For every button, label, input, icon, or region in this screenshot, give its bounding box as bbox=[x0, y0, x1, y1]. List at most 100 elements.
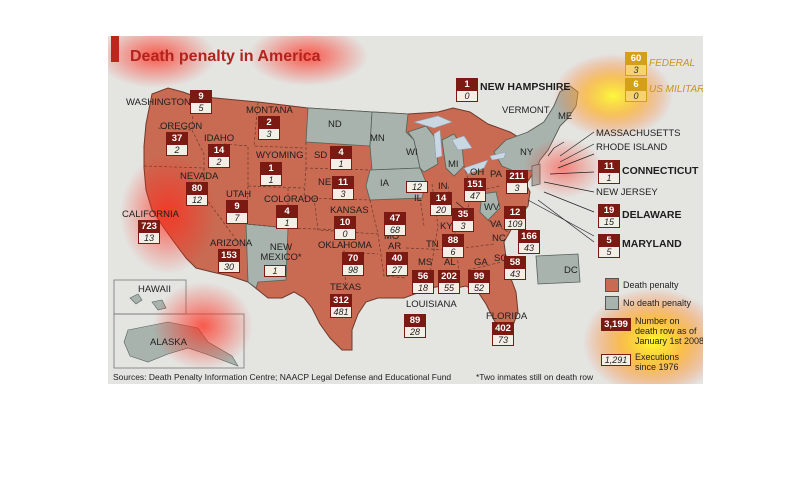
badge-sc: 58 43 bbox=[504, 256, 526, 280]
state-label-oh: OH bbox=[470, 167, 485, 178]
label-us-military: US MILITARY bbox=[649, 84, 703, 95]
badge-ca: 723 13 bbox=[138, 220, 160, 244]
state-label-me: ME bbox=[558, 111, 573, 122]
label-federal: FEDERAL bbox=[649, 58, 696, 69]
state-label-sd: SD bbox=[314, 150, 328, 161]
badge-ar: 40 27 bbox=[386, 252, 408, 276]
legend-swatch-no-death-penalty bbox=[605, 296, 619, 310]
legend-death-row-line3: January 1st 2008 bbox=[635, 336, 703, 346]
badge-pa: 211 3 bbox=[506, 170, 528, 194]
badge-tn: 88 6 bbox=[442, 234, 464, 258]
state-label-mi: MI bbox=[448, 159, 459, 170]
badge-nc: 166 43 bbox=[518, 230, 540, 254]
badge-nv: 80 12 bbox=[186, 182, 208, 206]
legend-sample-executions: 1,291 bbox=[601, 354, 631, 366]
badge-id: 14 2 bbox=[208, 144, 230, 168]
state-label-ut: UTAH bbox=[226, 189, 252, 200]
state-label-wa: WASHINGTON bbox=[126, 97, 191, 108]
state-label-ma: MASSACHUSETTS bbox=[596, 128, 681, 139]
state-label-mt: MONTANA bbox=[246, 105, 293, 116]
badge-il: 12 bbox=[406, 181, 428, 193]
badge-mo: 47 68 bbox=[384, 212, 406, 236]
badge-in: 14 20 bbox=[430, 192, 452, 216]
badge-or: 37 2 bbox=[166, 132, 188, 156]
legend-death-row-line2: death row as of bbox=[635, 326, 697, 336]
state-label-id: IDAHO bbox=[204, 133, 235, 144]
badge-tx: 312 481 bbox=[330, 294, 352, 318]
legend-label-no-death-penalty: No death penalty bbox=[623, 298, 692, 308]
state-label-wi: WI bbox=[406, 147, 418, 158]
badge-ks: 10 0 bbox=[334, 216, 356, 240]
badge-ct: 11 1 bbox=[598, 160, 620, 184]
badge-ga: 99 52 bbox=[468, 270, 490, 294]
state-label-ga: GA bbox=[474, 257, 488, 268]
state-label-de: DELAWARE bbox=[622, 209, 682, 221]
state-label-tn: TN bbox=[426, 239, 439, 250]
legend-death-row-line1: Number on bbox=[635, 316, 680, 326]
state-label-al: AL bbox=[444, 257, 456, 268]
state-label-wy: WYOMING bbox=[256, 150, 304, 161]
state-label-ny: NY bbox=[520, 147, 534, 158]
map-canvas bbox=[108, 36, 703, 384]
state-label-ak: ALASKA bbox=[150, 337, 187, 348]
great-lakes bbox=[412, 115, 507, 175]
state-label-la: LOUISIANA bbox=[406, 299, 457, 310]
state-label-ms: MS bbox=[418, 257, 433, 268]
badge-al: 202 55 bbox=[438, 270, 460, 294]
badge-ms: 56 18 bbox=[412, 270, 434, 294]
state-label-or: OREGON bbox=[160, 121, 203, 132]
state-label-ok: OKLAHOMA bbox=[318, 240, 372, 251]
state-label-ne: NE bbox=[318, 177, 332, 188]
legend-executions-line1: Executions bbox=[635, 352, 680, 362]
legend-executions-line2: since 1976 bbox=[635, 362, 679, 372]
legend-sample-death-row: 3,199 bbox=[601, 318, 631, 331]
badge-fl: 402 73 bbox=[492, 322, 514, 346]
state-label-ct: CONNECTICUT bbox=[622, 165, 699, 177]
state-label-ky: KY bbox=[440, 221, 453, 232]
badge-federal: 60 3 bbox=[625, 52, 647, 76]
state-label-ar: AR bbox=[388, 241, 402, 252]
state-label-vt: VERMONT bbox=[502, 105, 550, 116]
badge-ok: 70 98 bbox=[342, 252, 364, 276]
map-legend: Death penalty No death penalty 3,199 Num… bbox=[599, 272, 703, 382]
state-label-va: VA bbox=[490, 219, 502, 230]
state-label-in: IN bbox=[438, 181, 448, 192]
region-wi bbox=[407, 125, 439, 173]
state-label-fl: FLORIDA bbox=[486, 311, 528, 322]
footer-sources: Sources: Death Penalty Information Centr… bbox=[113, 372, 452, 382]
state-label-ks: KANSAS bbox=[330, 205, 369, 216]
state-label-nh: NEW HAMPSHIRE bbox=[480, 81, 571, 93]
state-label-co: COLORADO bbox=[264, 194, 319, 205]
state-label-nj: NEW JERSEY bbox=[596, 187, 658, 198]
state-label-nv: NEVADA bbox=[180, 171, 219, 182]
state-label-az: ARIZONA bbox=[210, 238, 253, 249]
badge-va: 12 109 bbox=[504, 206, 526, 230]
badge-az: 153 30 bbox=[218, 249, 240, 273]
badge-de: 19 15 bbox=[598, 204, 620, 228]
state-label-ca: CALIFORNIA bbox=[122, 209, 180, 220]
state-label-ia: IA bbox=[380, 178, 389, 189]
legend-label-death-penalty: Death penalty bbox=[623, 280, 679, 290]
state-label-hi: HAWAII bbox=[138, 284, 172, 295]
state-label-il: IL bbox=[414, 193, 422, 204]
state-label-mn: MN bbox=[370, 133, 385, 144]
map-title: Death penalty in America bbox=[130, 48, 321, 65]
state-label-nm: NEW MEXICO* bbox=[260, 242, 302, 263]
badge-oh: 151 47 bbox=[464, 178, 486, 202]
state-label-md: MARYLAND bbox=[622, 238, 682, 250]
state-label-nc: NC bbox=[492, 233, 506, 244]
badge-ky: 35 3 bbox=[452, 208, 474, 232]
footer-note: *Two inmates still on death row bbox=[476, 372, 594, 382]
state-label-nd: ND bbox=[328, 119, 342, 130]
title-accent-bar bbox=[111, 36, 119, 62]
region-dc-inset bbox=[535, 253, 581, 285]
state-label-dc: DC bbox=[564, 265, 578, 276]
